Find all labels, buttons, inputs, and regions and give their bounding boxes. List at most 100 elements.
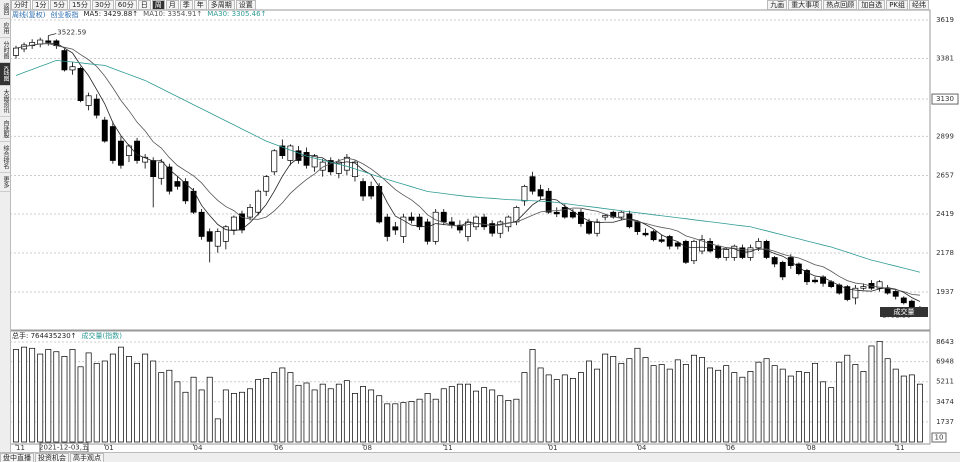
candle-body	[335, 161, 342, 174]
period-button[interactable]: 5分	[50, 0, 68, 10]
volume-bar	[481, 387, 488, 443]
candle-body	[85, 95, 92, 106]
volume-bar	[158, 372, 165, 443]
legend-entry: MA5: 3429.88↑	[83, 10, 139, 18]
x-tick-label: 01	[105, 444, 114, 452]
period-button[interactable]: 月	[165, 0, 179, 10]
candle-body	[174, 181, 181, 187]
volume-bar	[311, 389, 318, 443]
action-toolbar: 九画 重大事项 热点回顾 加自选 PK组 经纬	[767, 0, 930, 10]
x-tick-label: 11	[896, 444, 905, 452]
volume-bar	[828, 387, 835, 443]
volume-bar	[279, 367, 286, 443]
candle-body	[255, 190, 262, 213]
volume-bar	[117, 346, 124, 443]
volume-bar	[432, 398, 439, 443]
candle-body	[29, 42, 36, 47]
candle-body	[416, 216, 423, 228]
candle-body	[343, 156, 350, 171]
sidebar-tab[interactable]: 分时图	[0, 38, 10, 63]
action-button[interactable]: 重大事项	[788, 0, 823, 10]
sidebar-tab[interactable]: K线图	[0, 63, 10, 86]
action-button[interactable]: 经纬	[909, 0, 929, 10]
volume-bar	[303, 382, 310, 443]
volume-bar	[545, 374, 552, 443]
candle-body	[424, 221, 431, 242]
action-button[interactable]: 加自选	[858, 0, 886, 10]
price-header: 周线(复权) 创业板指 MA5: 3429.88↑ MA10: 3354.91↑ M…	[12, 10, 266, 20]
period-button[interactable]: 周	[151, 0, 165, 10]
volume-bar	[376, 395, 383, 443]
candle-body	[45, 40, 52, 43]
candle-body	[142, 156, 149, 163]
candle-body	[481, 216, 488, 228]
status-tab[interactable]: 盘中直播	[0, 453, 34, 462]
volume-bar	[473, 390, 479, 443]
candle-body	[360, 181, 366, 197]
candle-body	[860, 286, 867, 289]
sidebar-tab[interactable]: 更多	[0, 173, 10, 192]
volume-bar	[860, 371, 867, 443]
volume-bar	[602, 353, 609, 443]
action-button[interactable]: PK组	[886, 0, 908, 10]
candle-body	[303, 152, 310, 166]
volume-bar	[384, 403, 391, 443]
y-tick-label: 5211	[936, 378, 954, 386]
action-button[interactable]: 九画	[767, 0, 788, 10]
volume-bar	[884, 358, 891, 443]
volume-button-box[interactable]	[880, 307, 928, 317]
candle-body	[594, 221, 601, 234]
candle-body	[521, 186, 528, 202]
candle-body	[876, 281, 883, 289]
status-tab[interactable]: 高手观点	[70, 453, 104, 462]
candle-body	[658, 239, 665, 242]
action-button[interactable]: 热点回顾	[823, 0, 858, 10]
x-tick-label: 08	[807, 444, 816, 452]
volume-bar	[803, 372, 810, 443]
volume-bar	[852, 364, 859, 443]
volume-bar	[553, 379, 560, 443]
sidebar-tab[interactable]: 综合排名	[0, 142, 10, 173]
y-tick-label: 2657	[936, 172, 954, 180]
candle-body	[731, 245, 738, 258]
period-button[interactable]: 1分	[32, 0, 50, 10]
candle-body	[158, 161, 165, 179]
period-button[interactable]: 60分	[114, 0, 137, 10]
candle-body	[222, 226, 229, 242]
volume-bar	[618, 362, 625, 443]
candle-body	[432, 211, 439, 242]
volume-bar	[424, 393, 431, 443]
period-button[interactable]: 30分	[91, 0, 114, 10]
candle-body	[844, 286, 851, 300]
volume-bar	[182, 391, 189, 443]
volume-bar	[900, 375, 907, 443]
period-button[interactable]: 15分	[68, 0, 91, 10]
volume-bar	[150, 360, 157, 443]
period-button[interactable]: 季	[179, 0, 193, 10]
volume-bar	[206, 376, 213, 443]
volume-bar	[37, 353, 44, 443]
sidebar-tab[interactable]: 返回	[0, 0, 10, 19]
volume-unit: 10	[935, 434, 944, 442]
candle-body	[230, 216, 237, 231]
volume-bar	[747, 371, 754, 443]
period-button[interactable]: 年	[193, 0, 207, 10]
candle-body	[650, 231, 657, 241]
sidebar-tab[interactable]: 大盘资讯	[0, 86, 10, 117]
candle-body	[771, 257, 778, 265]
volume-subtitle: 成交量(指数)	[81, 332, 122, 340]
volume-bar	[892, 368, 899, 443]
x-tick-label: 04	[194, 444, 203, 452]
period-button[interactable]: 分时	[11, 0, 31, 10]
sidebar-tab[interactable]: 自选股	[0, 117, 10, 142]
period-button[interactable]: 设置	[235, 0, 256, 10]
candle-body	[803, 270, 810, 283]
candle-body	[666, 236, 673, 247]
status-tab[interactable]: 投资机会	[35, 453, 69, 462]
volume-bar	[497, 395, 504, 443]
sidebar-tab[interactable]: 应用	[0, 19, 10, 38]
volume-bar	[93, 362, 100, 443]
period-button[interactable]: 日	[137, 0, 151, 10]
volume-bar	[561, 374, 568, 443]
period-button[interactable]: 多周期	[207, 0, 235, 10]
